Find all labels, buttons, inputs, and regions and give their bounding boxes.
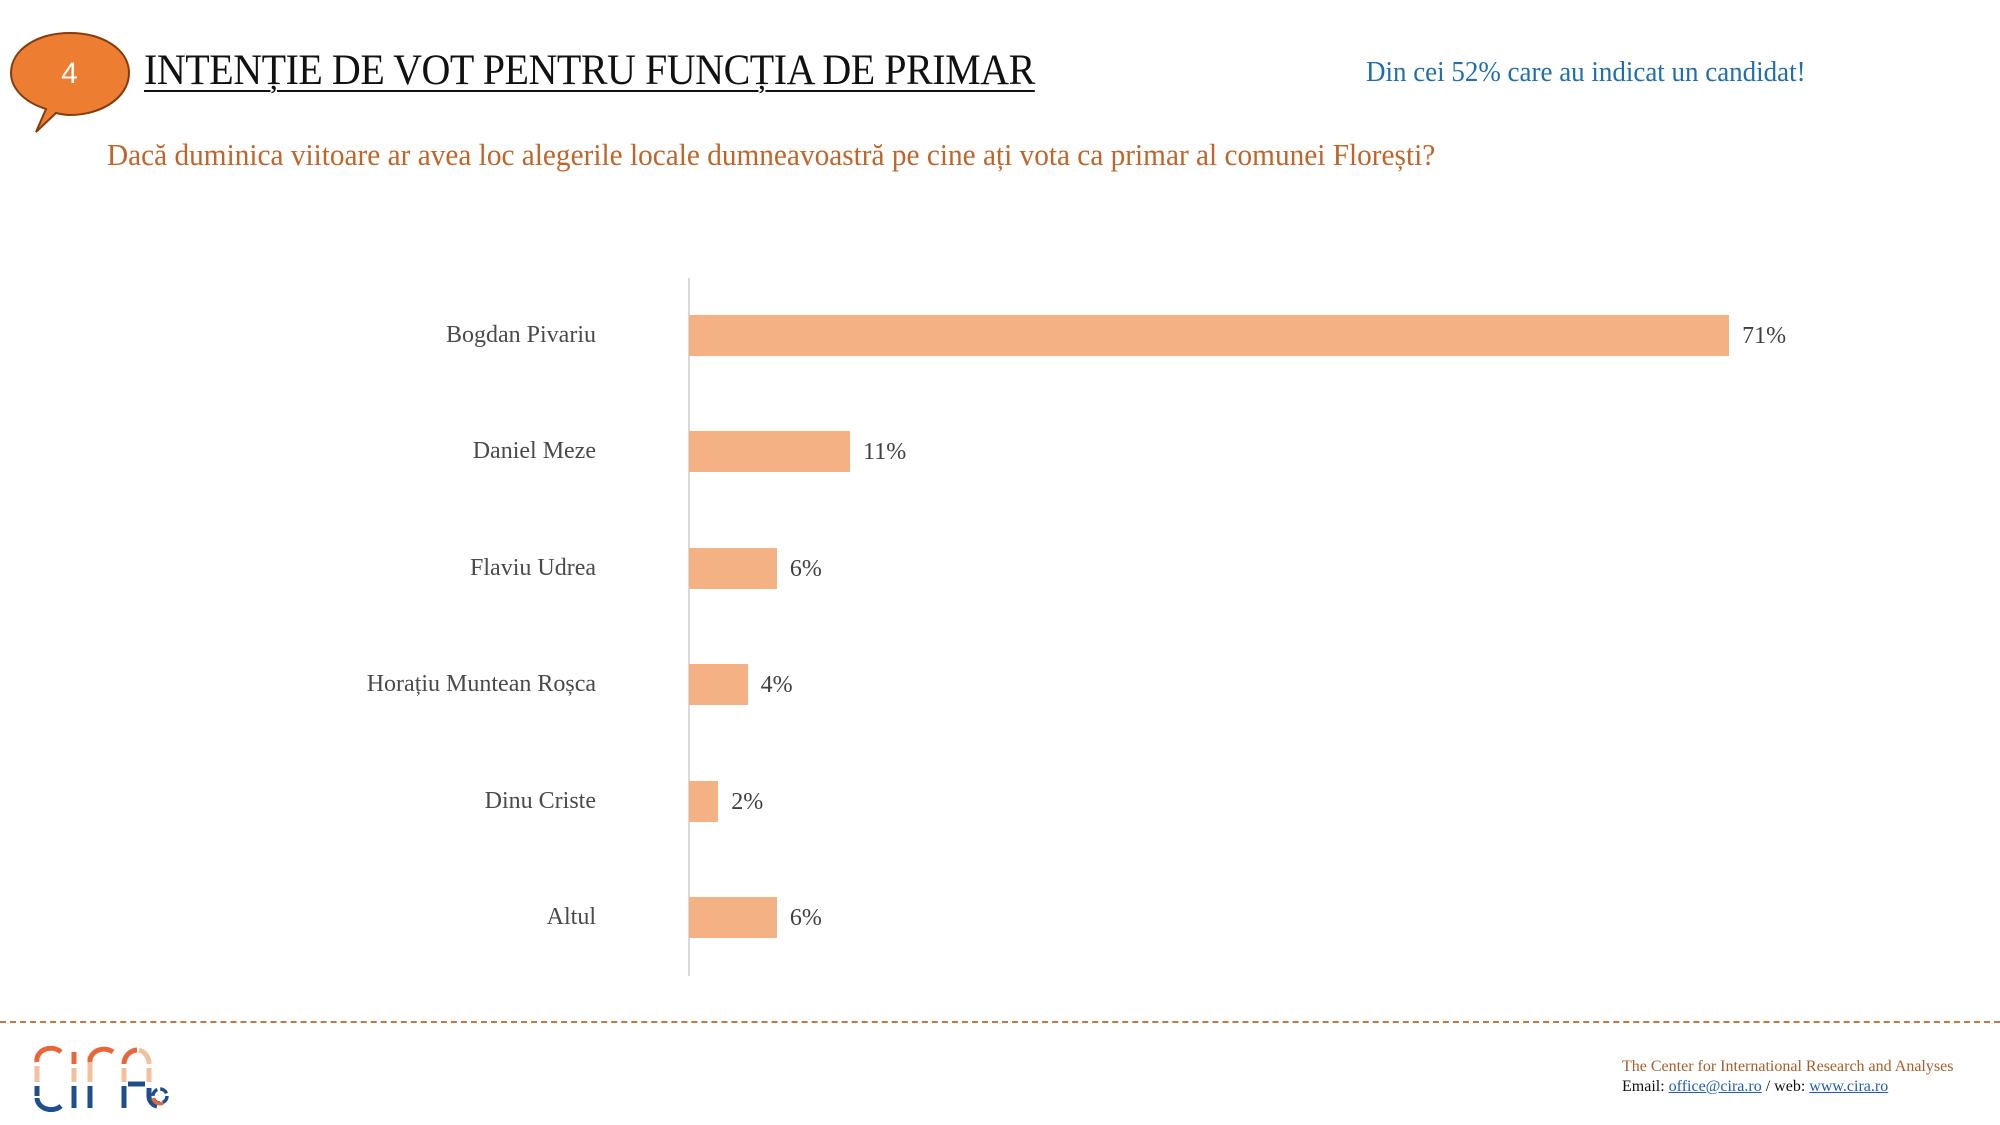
value-label: 6% [789,555,822,582]
web-label: / web: [1761,1078,1810,1095]
bar [689,780,719,822]
bar [689,664,748,706]
slide-number: 4 [61,57,78,90]
email-link[interactable]: office@cira.ro [1668,1078,1762,1095]
value-label: 71% [1742,323,1787,349]
base-note: Din cei 52% care au indicat un candidat! [1366,56,1806,88]
category-label: Bogdan Pivariu [446,322,596,348]
value-label: 4% [760,672,793,699]
category-label: Horațiu Muntean Roșca [366,671,596,698]
bar [689,315,1730,356]
chart-axis [688,278,690,976]
category-label: Dinu Criste [484,787,596,814]
cira-logo-icon [34,1046,169,1112]
bar-row: Altul 6% [0,897,2000,938]
footer-divider [0,1021,2000,1023]
web-link[interactable]: www.cira.ro [1809,1078,1889,1095]
bar [689,897,777,938]
value-label: 6% [789,905,822,931]
survey-question: Dacă duminica viitoare ar avea loc alege… [107,137,1436,172]
bar-row: Flaviu Udrea 6% [0,547,2000,589]
footer-contact: The Center for International Research an… [1622,1057,1953,1097]
value-label: 2% [731,788,764,815]
category-label: Flaviu Udrea [470,554,596,581]
bar-row: Daniel Meze 11% [0,431,2000,473]
bar [689,547,777,589]
bar-row: Bogdan Pivariu 71% [0,315,2000,356]
bar-row: Dinu Criste 2% [0,780,2000,822]
contact-line: Email: office@cira.ro / web: www.cira.ro [1622,1077,1953,1097]
bar [689,431,851,473]
category-label: Altul [546,904,596,930]
speech-bubble-icon [9,31,131,133]
email-label: Email: [1622,1078,1669,1095]
value-label: 11% [863,439,907,466]
bar-row: Horațiu Muntean Roșca 4% [0,664,2000,706]
page-title: INTENȚIE DE VOT PENTRU FUNCȚIA DE PRIMAR [144,47,1035,94]
category-label: Daniel Meze [472,438,596,465]
org-name: The Center for International Research an… [1622,1058,1954,1075]
